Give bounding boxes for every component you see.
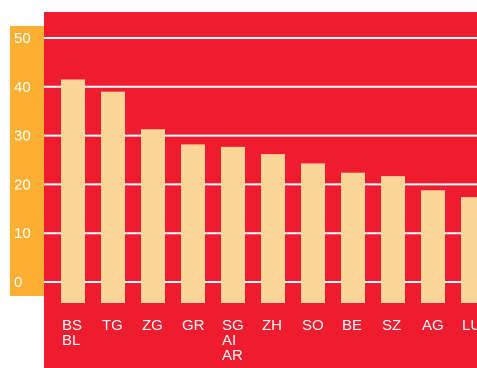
x-tick-label: AI — [222, 332, 236, 349]
x-tick-label: GR — [182, 317, 205, 334]
x-tick-label: SG — [222, 317, 244, 334]
y-tick-label: 40 — [14, 79, 31, 96]
y-tick-label: 10 — [14, 225, 31, 242]
y-tick-label: 20 — [14, 176, 31, 193]
y-axis-tick-labels: 0 10 20 30 40 50 — [14, 30, 31, 291]
x-tick-label: BS — [62, 317, 82, 334]
bar — [221, 146, 245, 303]
bar — [141, 129, 165, 303]
x-tick-label: AR — [222, 347, 243, 364]
y-tick-label: 30 — [14, 128, 31, 145]
bar — [341, 172, 365, 303]
x-tick-label: LU — [462, 317, 477, 334]
x-tick-label: ZH — [262, 317, 282, 334]
x-tick-label: ZG — [142, 317, 163, 334]
x-tick-label: TG — [102, 317, 123, 334]
bar — [421, 190, 445, 303]
x-tick-label: SZ — [382, 317, 401, 334]
bar — [101, 91, 125, 304]
y-tick-label: 0 — [14, 274, 22, 291]
x-tick-label: SO — [302, 317, 324, 334]
bar — [381, 176, 405, 303]
x-tick-label: BE — [342, 317, 362, 334]
x-tick-label: BL — [62, 332, 80, 349]
bar — [461, 197, 477, 303]
bar — [261, 154, 285, 303]
y-axis-panel — [10, 26, 44, 296]
x-tick-label: AG — [422, 317, 444, 334]
bar — [61, 79, 85, 303]
bars — [61, 79, 477, 304]
y-tick-label: 50 — [14, 30, 31, 47]
bar — [181, 144, 205, 303]
bar — [301, 163, 325, 303]
